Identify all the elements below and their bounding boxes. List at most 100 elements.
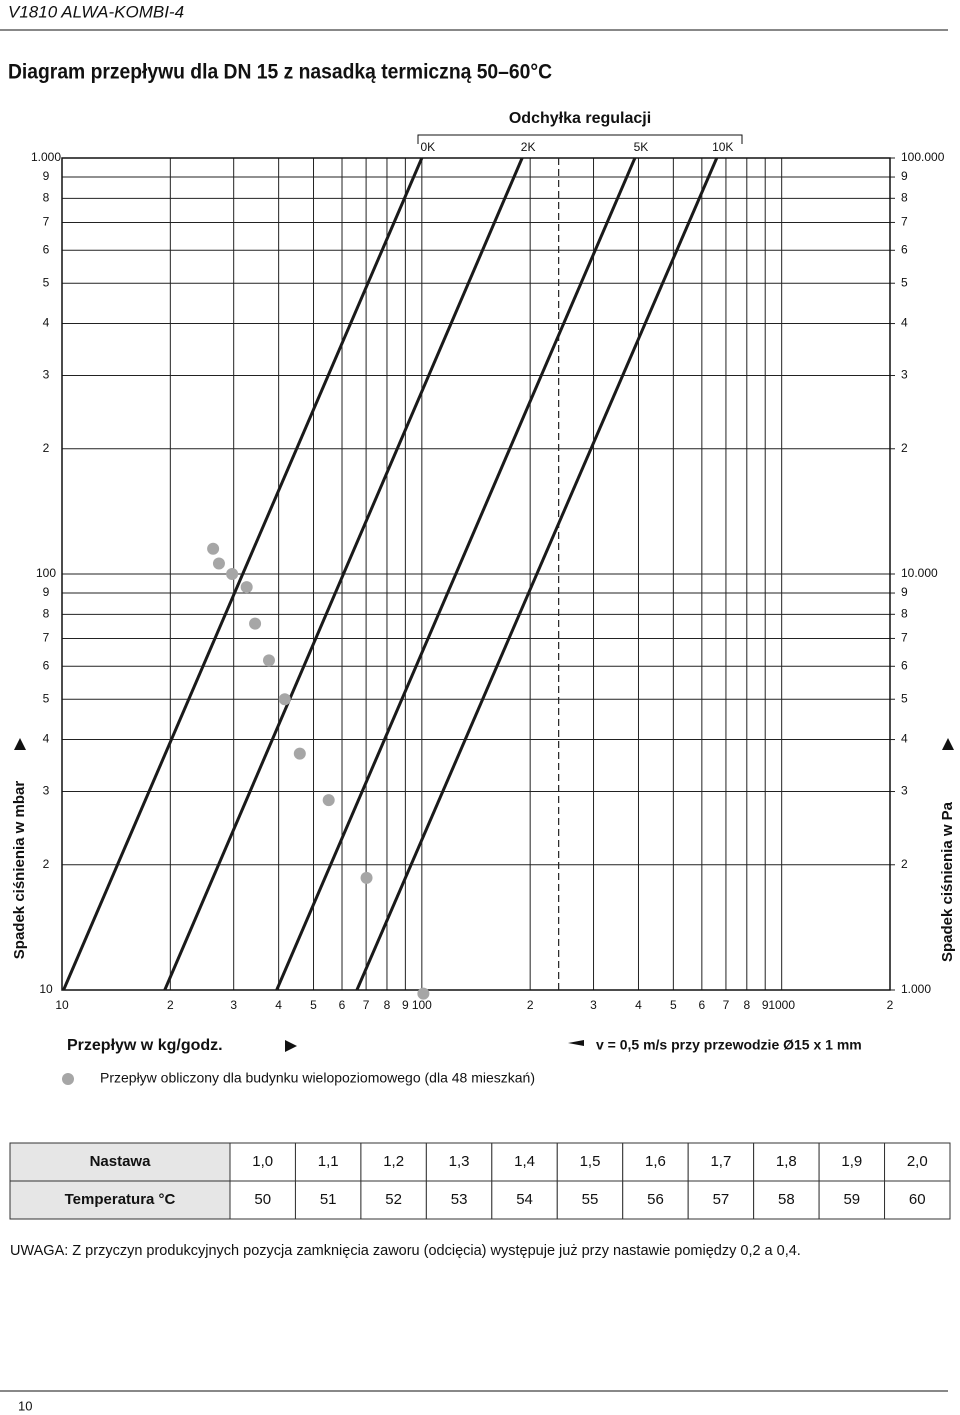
x-tick-label: 2 xyxy=(527,998,534,1012)
y-tick-label: 3 xyxy=(43,368,50,382)
calc-point xyxy=(417,987,430,1000)
table-cell xyxy=(9,1142,231,1182)
x-tick-label: 1000 xyxy=(768,998,795,1012)
y2-tick-label: 8 xyxy=(901,190,908,204)
y2-tick-label: 4 xyxy=(901,732,908,746)
table-text: 58 xyxy=(778,1191,795,1208)
legend-marker xyxy=(62,1073,74,1085)
calc-point xyxy=(226,568,239,580)
y2-tick-label: 100.000 xyxy=(901,150,945,164)
y2-tick-label: 6 xyxy=(901,658,908,672)
y-tick-label: 7 xyxy=(43,215,50,229)
y2-tick-label: 3 xyxy=(901,368,908,382)
table-cell xyxy=(622,1142,689,1182)
y-tick-label: 5 xyxy=(43,691,50,705)
table-text: 1,1 xyxy=(318,1153,339,1170)
x-tick-label: 2 xyxy=(167,998,174,1012)
table-text: 56 xyxy=(647,1191,664,1208)
table-text: 1,8 xyxy=(776,1153,797,1170)
table-text: 59 xyxy=(843,1191,860,1208)
table-text: 60 xyxy=(909,1191,926,1208)
table-cell xyxy=(884,1180,951,1220)
table-text: 55 xyxy=(582,1191,599,1208)
y-tick-label: 2 xyxy=(43,857,50,871)
calc-point xyxy=(249,617,262,630)
header-code: V1810 ALWA-KOMBI-4 xyxy=(8,2,184,21)
line-label: 5K xyxy=(634,140,649,154)
flow-line xyxy=(355,157,719,991)
y-tick-label: 6 xyxy=(43,242,50,256)
y-tick-label: 9 xyxy=(43,585,50,599)
table-cell xyxy=(753,1180,820,1220)
y-tick-label: 10 xyxy=(39,982,53,996)
flow-line xyxy=(62,157,424,991)
table-cell xyxy=(491,1142,558,1182)
table-text: 1,2 xyxy=(383,1153,404,1170)
table-cell xyxy=(425,1180,493,1220)
table-text: 1,0 xyxy=(252,1153,273,1170)
y-tick-label: 4 xyxy=(43,316,50,330)
table-text: 54 xyxy=(516,1191,533,1208)
x-tick-label: 4 xyxy=(275,998,282,1012)
table-text: 1,7 xyxy=(710,1153,731,1170)
y-tick-label: 8 xyxy=(43,606,50,620)
table-cell xyxy=(360,1180,427,1220)
y-tick-label: 1.000 xyxy=(31,150,61,164)
calc-point xyxy=(240,581,253,594)
x-tick-label: 100 xyxy=(412,998,432,1012)
x-tick-label: 7 xyxy=(363,998,370,1012)
y2-tick-label: 2 xyxy=(901,441,908,455)
arrow-up xyxy=(942,738,954,750)
y2-tick-label: 7 xyxy=(901,631,908,645)
table-text: Temperatura °C xyxy=(65,1191,176,1208)
table-text: 50 xyxy=(254,1191,271,1208)
y2-tick-label: 9 xyxy=(901,585,908,599)
y-tick-label: 5 xyxy=(43,275,50,289)
line-label: 0K xyxy=(420,140,435,154)
table-text: 53 xyxy=(451,1191,468,1208)
table-cell xyxy=(556,1142,624,1182)
x-tick-label: 2 xyxy=(887,998,894,1012)
x-tick-label: 4 xyxy=(635,998,642,1012)
x-tick-label: 3 xyxy=(590,998,597,1012)
table-text: 2,0 xyxy=(907,1153,928,1170)
y-tick-label: 2 xyxy=(43,441,50,455)
table-text: 57 xyxy=(713,1191,730,1208)
calc-point xyxy=(207,542,220,555)
y2-tick-label: 5 xyxy=(901,275,908,289)
x-tick-label: 8 xyxy=(743,998,750,1012)
annotation-title: Odchyłka regulacji xyxy=(509,110,651,127)
y2-tick-label: 10.000 xyxy=(901,566,938,580)
y2-tick-label: 5 xyxy=(901,691,908,705)
arrow-right xyxy=(285,1040,297,1052)
flow-line xyxy=(163,157,524,991)
table-text: Nastawa xyxy=(90,1153,152,1170)
bracket xyxy=(417,134,743,144)
table-text: 1,3 xyxy=(449,1153,470,1170)
y2-tick-label: 7 xyxy=(901,215,908,229)
y2-tick-label: 3 xyxy=(901,784,908,798)
legend-label: Przepływ obliczony dla budynku wielopozi… xyxy=(100,1070,535,1086)
note: UWAGA: Z przyczyn produkcyjnych pozycja … xyxy=(10,1243,801,1259)
y2-tick-label: 1.000 xyxy=(901,982,931,996)
flow-line xyxy=(275,157,637,991)
table-cell xyxy=(622,1180,689,1220)
table-cell xyxy=(818,1142,886,1182)
x-tick-label: 7 xyxy=(723,998,730,1012)
x-axis-label: Przepływ w kg/godz. xyxy=(67,1037,223,1054)
calc-point xyxy=(322,794,335,807)
y-tick-label: 9 xyxy=(43,169,50,183)
y-tick-label: 3 xyxy=(43,784,50,798)
y-tick-label: 100 xyxy=(36,566,56,580)
y2-tick-label: 9 xyxy=(901,169,908,183)
y-tick-label: 7 xyxy=(43,631,50,645)
calc-point xyxy=(212,557,225,570)
calc-point xyxy=(262,654,275,667)
page-title: Diagram przepływu dla DN 15 z nasadką te… xyxy=(8,61,552,84)
y-tick-label: 4 xyxy=(43,732,50,746)
arrow-left xyxy=(568,1040,584,1046)
y2-axis-label: Spadek ciśnienia w Pa xyxy=(939,801,956,962)
x-tick-label: 9 xyxy=(762,998,769,1012)
